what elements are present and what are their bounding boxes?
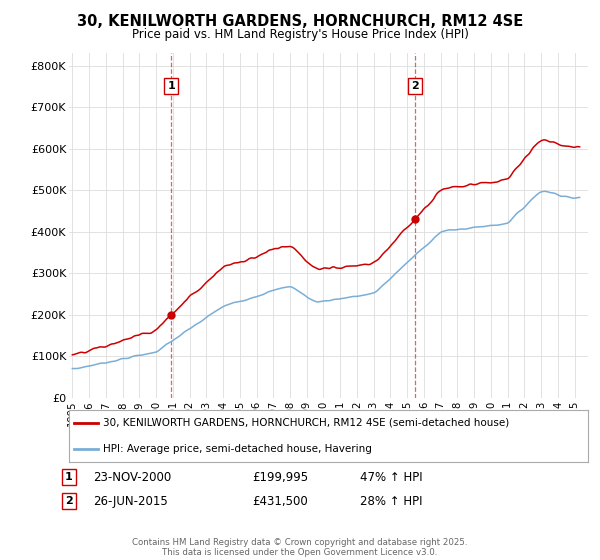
Text: £199,995: £199,995	[252, 470, 308, 484]
Text: 26-JUN-2015: 26-JUN-2015	[93, 494, 168, 508]
Text: 2: 2	[65, 496, 73, 506]
Text: Contains HM Land Registry data © Crown copyright and database right 2025.
This d: Contains HM Land Registry data © Crown c…	[132, 538, 468, 557]
Text: 1: 1	[65, 472, 73, 482]
Text: 30, KENILWORTH GARDENS, HORNCHURCH, RM12 4SE (semi-detached house): 30, KENILWORTH GARDENS, HORNCHURCH, RM12…	[103, 418, 509, 428]
Text: 2: 2	[412, 81, 419, 91]
Text: Price paid vs. HM Land Registry's House Price Index (HPI): Price paid vs. HM Land Registry's House …	[131, 28, 469, 41]
Text: 47% ↑ HPI: 47% ↑ HPI	[360, 470, 422, 484]
Text: 28% ↑ HPI: 28% ↑ HPI	[360, 494, 422, 508]
Text: 23-NOV-2000: 23-NOV-2000	[93, 470, 171, 484]
Text: HPI: Average price, semi-detached house, Havering: HPI: Average price, semi-detached house,…	[103, 444, 371, 454]
Text: 30, KENILWORTH GARDENS, HORNCHURCH, RM12 4SE: 30, KENILWORTH GARDENS, HORNCHURCH, RM12…	[77, 14, 523, 29]
Text: £431,500: £431,500	[252, 494, 308, 508]
Text: 1: 1	[167, 81, 175, 91]
